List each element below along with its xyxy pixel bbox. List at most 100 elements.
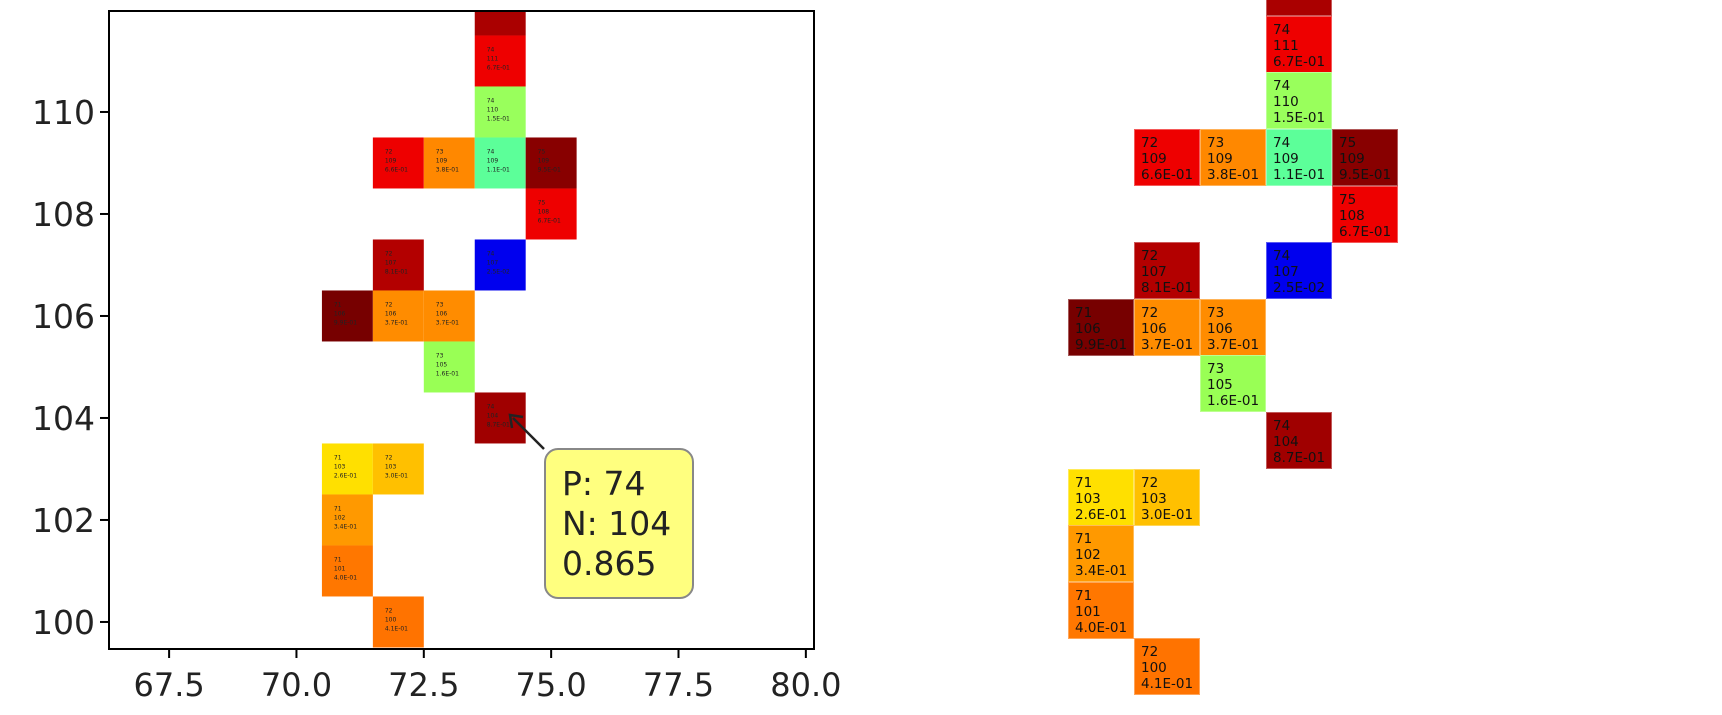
cell-value-label: 9.5E-01 [1339, 167, 1392, 183]
plot-cell-label: 73 [436, 148, 444, 155]
plot-cell[interactable] [321, 443, 373, 495]
plot-cell[interactable] [321, 290, 373, 342]
tooltip-value: 0.865 [562, 544, 657, 583]
grid-cell[interactable]: 71 102 3.4E-01 [1068, 525, 1134, 583]
cell-n-label: 106 [1207, 320, 1233, 337]
plot-cell[interactable] [474, 239, 526, 291]
plot-cell[interactable] [372, 137, 424, 189]
plot-cell-label: 3.7E-01 [436, 319, 459, 326]
plot-cell-label: 71 [334, 454, 342, 461]
plot-cell[interactable] [474, 35, 526, 87]
plot-cell[interactable] [474, 0, 526, 36]
plot-cell-label: 72 [385, 250, 393, 257]
plot-cell-label: 75 [538, 199, 546, 206]
grid-cell[interactable]: 74 110 1.5E-01 [1266, 72, 1332, 130]
grid-cell[interactable]: 71 101 4.0E-01 [1068, 581, 1134, 639]
plot-cell-label: 108 [538, 208, 550, 215]
plot-cell[interactable] [423, 290, 475, 342]
plot-cell-label: 4.1E-01 [385, 625, 408, 632]
plot-cell[interactable] [372, 239, 424, 291]
plot-cell[interactable] [474, 137, 526, 189]
grid-cell[interactable]: 72 100 4.1E-01 [1134, 638, 1200, 696]
cell-value-label: 1.6E-01 [1207, 393, 1260, 410]
plot-cell-label: 6.7E-01 [538, 217, 561, 224]
plot-cell-label: 3.0E-01 [385, 472, 408, 479]
plot-cell-label: 71 [334, 556, 342, 563]
plot-cell[interactable] [474, 86, 526, 138]
cell-p-label: 72 [1141, 474, 1159, 491]
plot-cell-label: 107 [487, 259, 499, 266]
plot-cell-label: 4.0E-01 [334, 574, 357, 581]
plot-cell-label: 3.7E-01 [385, 319, 408, 326]
plot-cell-label: 109 [436, 157, 448, 164]
cell-p-label: 72 [1141, 644, 1159, 661]
plot-cell-label: 104 [487, 412, 499, 419]
grid-cell[interactable]: 72 109 6.6E-01 [1134, 129, 1200, 186]
grid-cell[interactable]: 71 103 2.6E-01 [1068, 468, 1134, 526]
cell-n-label: 109 [1141, 151, 1167, 167]
plot-cell[interactable] [372, 290, 424, 342]
x-tick-label: 67.5 [133, 666, 204, 704]
cell-p-label: 72 [1141, 304, 1159, 321]
plot-cell[interactable] [321, 494, 373, 546]
plot-cell-label: 1.6E-01 [436, 370, 459, 377]
plot-cell-label: 72 [385, 454, 393, 461]
plot-cell[interactable] [321, 545, 373, 597]
cell-value-label: 3.4E-01 [1075, 563, 1128, 580]
grid-cell[interactable]: 73 106 3.7E-01 [1200, 298, 1266, 356]
grid-cell[interactable]: 74 104 8.7E-01 [1266, 412, 1332, 469]
cell-n-label: 100 [1141, 660, 1167, 677]
plot-cell[interactable] [372, 443, 424, 495]
grid-cell[interactable]: 73 105 1.6E-01 [1200, 355, 1266, 413]
plot-cell-label: 111 [487, 55, 499, 62]
grid-cell[interactable]: 74 111 6.7E-01 [1266, 15, 1332, 73]
grid-cell[interactable]: 74 107 2.5E-02 [1266, 242, 1332, 300]
cell-p-label: 74 [1273, 418, 1291, 434]
cell-p-label: 72 [1141, 248, 1159, 265]
cell-n-label: 107 [1141, 264, 1167, 281]
cell-n-label: 102 [1075, 547, 1101, 564]
grid-cell[interactable]: 72 107 8.1E-01 [1134, 242, 1200, 300]
axes-frame [108, 10, 815, 650]
grid-cell[interactable] [1266, 0, 1332, 17]
cell-p-label: 71 [1075, 531, 1093, 548]
plot-cell-label: 1.5E-01 [487, 115, 510, 122]
plot-cell-label: 103 [385, 463, 397, 470]
cell-n-label: 109 [1273, 151, 1299, 167]
plot-cell[interactable] [525, 137, 577, 189]
cell-n-label: 104 [1273, 434, 1299, 450]
plot-cell-label: 103 [334, 463, 346, 470]
plot-cell-label: 6.6E-01 [385, 166, 408, 173]
cell-n-label: 108 [1339, 207, 1365, 224]
grid-cell[interactable]: 71 106 9.9E-01 [1068, 298, 1134, 356]
cell-n-label: 109 [1207, 151, 1233, 167]
x-tick-label: 80.0 [770, 666, 841, 704]
grid-cell[interactable]: 75 109 9.5E-01 [1332, 129, 1398, 186]
plot-cell-label: 106 [334, 310, 346, 317]
plot-cell[interactable] [423, 137, 475, 189]
annotation-arrow [512, 417, 545, 450]
cell-value-label: 3.7E-01 [1141, 336, 1194, 353]
cell-n-label: 106 [1075, 320, 1101, 337]
cell-value-label: 3.0E-01 [1141, 506, 1194, 523]
plot-cell-label: 75 [538, 148, 546, 155]
cell-p-label: 72 [1141, 135, 1159, 151]
grid-cell[interactable]: 72 103 3.0E-01 [1134, 468, 1200, 526]
plot-cell[interactable] [372, 596, 424, 648]
plot-cell-label: 106 [436, 310, 448, 317]
plot-cell[interactable] [525, 188, 577, 240]
plot-cell-label: 9.9E-01 [334, 319, 357, 326]
grid-cell[interactable]: 75 108 6.7E-01 [1332, 185, 1398, 243]
cell-value-label: 1.1E-01 [1273, 167, 1326, 183]
cell-n-label: 105 [1207, 377, 1233, 394]
x-tick-label: 72.5 [388, 666, 459, 704]
grid-cell[interactable]: 74 109 1.1E-01 [1266, 129, 1332, 186]
plot-cell-label: 72 [385, 301, 393, 308]
plot-cell[interactable] [423, 341, 475, 393]
grid-cell[interactable]: 73 109 3.8E-01 [1200, 129, 1266, 186]
plot-cell[interactable] [474, 392, 526, 444]
plot-cell-label: 71 [334, 505, 342, 512]
grid-cell[interactable]: 72 106 3.7E-01 [1134, 298, 1200, 356]
